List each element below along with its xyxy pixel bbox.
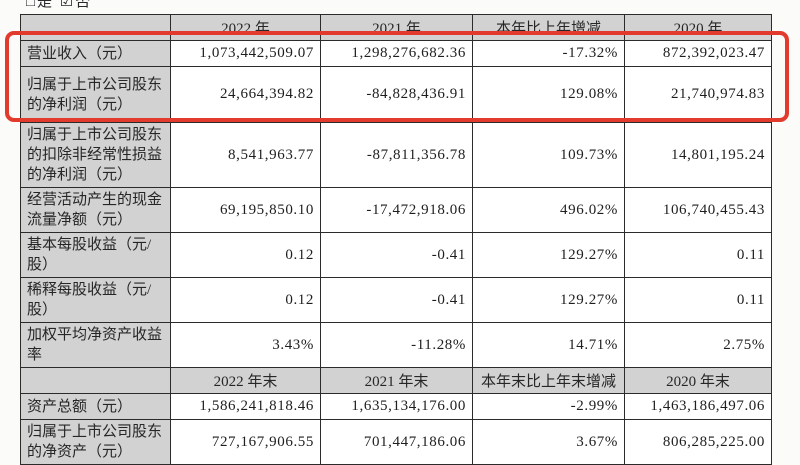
table-header-row-annual: 2022 年 2021 年 本年比上年增减 2020 年 (20, 14, 772, 41)
cell-2021: -0.41 (320, 277, 473, 323)
row-label: 归属于上市公司股东的净资产（元） (20, 419, 171, 465)
cell-change: 3.67% (472, 419, 625, 465)
cell-2021: -11.28% (320, 322, 473, 368)
cell-2021: 1,635,134,176.00 (320, 393, 473, 420)
header-blank (20, 367, 171, 394)
header-year-2020: 2020 年 (624, 14, 772, 41)
cell-change: 14.71% (472, 322, 625, 368)
cell-2021: -84,828,436.91 (320, 66, 473, 123)
table-header-row-year-end: 2022 年末 2021 年末 本年末比上年末增减 2020 年末 (20, 367, 772, 394)
cell-2020: 806,285,225.00 (624, 419, 772, 465)
cell-2022: 0.12 (170, 232, 321, 278)
cell-2020: 2.75% (624, 322, 772, 368)
cell-2021: -0.41 (320, 232, 473, 278)
table-row-weighted-avg-roe: 加权平均净资产收益率 3.43% -11.28% 14.71% 2.75% (20, 322, 772, 368)
row-label: 归属于上市公司股东的扣除非经常性损益的净利润（元） (20, 122, 171, 188)
row-label: 营业收入（元） (20, 40, 171, 67)
cell-2020: 0.11 (624, 277, 772, 323)
header-end-change: 本年末比上年末增减 (472, 367, 625, 394)
row-label: 基本每股收益（元/股） (20, 232, 171, 278)
row-label: 加权平均净资产收益率 (20, 322, 171, 368)
cell-2022: 727,167,906.55 (170, 419, 321, 465)
table-row-net-assets: 归属于上市公司股东的净资产（元） 727,167,906.55 701,447,… (20, 419, 772, 465)
table-row-basic-eps: 基本每股收益（元/股） 0.12 -0.41 129.27% 0.11 (20, 232, 772, 278)
cell-change: -2.99% (472, 393, 625, 420)
header-end-2021: 2021 年末 (320, 367, 473, 394)
header-year-2021: 2021 年 (320, 14, 473, 41)
cell-2022: 1,073,442,509.07 (170, 40, 321, 67)
cell-2021: 701,447,186.06 (320, 419, 473, 465)
cell-2022: 8,541,963.77 (170, 122, 321, 188)
header-end-2022: 2022 年末 (170, 367, 321, 394)
table-row-net-profit: 归属于上市公司股东的净利润（元） 24,664,394.82 -84,828,4… (20, 66, 772, 123)
table-row-operating-cash-flow: 经营活动产生的现金流量净额（元） 69,195,850.10 -17,472,9… (20, 187, 772, 233)
cell-2022: 1,586,241,818.46 (170, 393, 321, 420)
cell-change: 129.08% (472, 66, 625, 123)
checkbox-note: □是 ☑否 (26, 0, 93, 10)
cell-change: 129.27% (472, 232, 625, 278)
table-row-diluted-eps: 稀释每股收益（元/股） 0.12 -0.41 129.27% 0.11 (20, 277, 772, 323)
row-label: 资产总额（元） (20, 393, 171, 420)
cell-change: 109.73% (472, 122, 625, 188)
cell-2022: 0.12 (170, 277, 321, 323)
row-label: 稀释每股收益（元/股） (20, 277, 171, 323)
cell-change: 129.27% (472, 277, 625, 323)
cell-2022: 24,664,394.82 (170, 66, 321, 123)
table-row-revenue: 营业收入（元） 1,073,442,509.07 1,298,276,682.3… (20, 40, 772, 67)
row-label: 经营活动产生的现金流量净额（元） (20, 187, 171, 233)
cell-2020: 0.11 (624, 232, 772, 278)
cell-2021: -87,811,356.78 (320, 122, 473, 188)
row-label: 归属于上市公司股东的净利润（元） (20, 66, 171, 123)
cell-2020: 106,740,455.43 (624, 187, 772, 233)
cell-change: -17.32% (472, 40, 625, 67)
cell-change: 496.02% (472, 187, 625, 233)
cell-2021: -17,472,918.06 (320, 187, 473, 233)
table-row-net-profit-excl-nonrecurring: 归属于上市公司股东的扣除非经常性损益的净利润（元） 8,541,963.77 -… (20, 122, 772, 188)
header-year-2022: 2022 年 (170, 14, 321, 41)
header-blank (20, 14, 171, 41)
table-row-total-assets: 资产总额（元） 1,586,241,818.46 1,635,134,176.0… (20, 393, 772, 420)
cell-2022: 3.43% (170, 322, 321, 368)
key-financials-table: 2022 年 2021 年 本年比上年增减 2020 年 营业收入（元） 1,0… (20, 14, 772, 465)
cell-2021: 1,298,276,682.36 (320, 40, 473, 67)
header-yoy-change: 本年比上年增减 (472, 14, 625, 41)
cell-2020: 1,463,186,497.06 (624, 393, 772, 420)
cell-2020: 14,801,195.24 (624, 122, 772, 188)
header-end-2020: 2020 年末 (624, 367, 772, 394)
cell-2022: 69,195,850.10 (170, 187, 321, 233)
cell-2020: 872,392,023.47 (624, 40, 772, 67)
cell-2020: 21,740,974.83 (624, 66, 772, 123)
